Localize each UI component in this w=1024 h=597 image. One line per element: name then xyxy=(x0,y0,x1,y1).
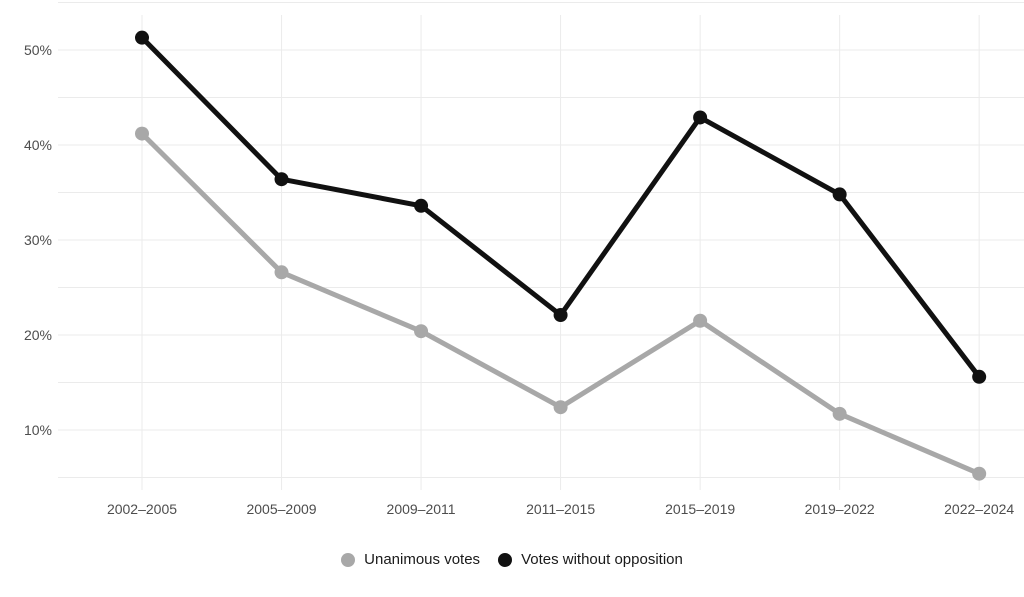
legend-label-unanimous-votes: Unanimous votes xyxy=(364,551,481,568)
x-axis-labels: 2002–2005 2005–2009 2009–2011 2011–2015 2015… xyxy=(107,501,1014,517)
legend-marker-unanimous-votes-icon xyxy=(341,552,356,567)
legend-label-votes-without-opposition: Votes without opposition xyxy=(521,551,683,568)
data-point-votes-without-opposition xyxy=(274,172,289,187)
data-point-votes-without-opposition xyxy=(135,30,149,45)
data-point-unanimous-votes xyxy=(274,265,289,280)
legend-marker-votes-without-opposition-icon xyxy=(498,552,513,567)
horizontal-gridlines xyxy=(58,2,1024,478)
data-point-votes-without-opposition xyxy=(832,187,847,202)
data-point-unanimous-votes xyxy=(135,126,149,141)
data-point-unanimous-votes xyxy=(414,324,429,339)
data-point-unanimous-votes xyxy=(832,406,847,421)
legend-item-unanimous-votes: Unanimous votes xyxy=(341,552,480,567)
legend-item-votes-without-opposition: Votes without opposition xyxy=(498,552,683,567)
data-point-votes-without-opposition xyxy=(414,198,429,213)
data-point-votes-without-opposition xyxy=(972,369,987,384)
data-point-votes-without-opposition xyxy=(693,110,708,125)
data-point-votes-without-opposition xyxy=(553,308,568,323)
y-axis-labels: 50% 40% 30% 20% 10% xyxy=(24,42,52,438)
data-point-unanimous-votes xyxy=(693,313,708,328)
y-axis-tick-label: 10% xyxy=(24,422,52,438)
data-point-unanimous-votes xyxy=(972,466,987,481)
y-axis-tick-label: 40% xyxy=(24,137,52,153)
x-axis-tick-label: 2019–2022 xyxy=(805,501,875,517)
x-axis-tick-label: 2022–2024 xyxy=(944,501,1014,517)
series-unanimous-votes xyxy=(135,126,987,481)
plot-area: 50% 40% 30% 20% 10% 2002–2005 2005–2009 2009–20… xyxy=(24,2,1024,517)
legend: Unanimous votes Votes without opposition xyxy=(0,552,1024,567)
x-axis-tick-label: 2015–2019 xyxy=(665,501,735,517)
y-axis-tick-label: 50% xyxy=(24,42,52,58)
series-votes-without-opposition xyxy=(135,30,987,384)
x-axis-tick-label: 2005–2009 xyxy=(246,501,316,517)
data-point-unanimous-votes xyxy=(553,400,568,415)
x-axis-tick-label: 2002–2005 xyxy=(107,501,177,517)
x-axis-tick-label: 2011–2015 xyxy=(526,501,595,517)
x-axis-tick-label: 2009–2011 xyxy=(387,501,456,517)
y-axis-tick-label: 20% xyxy=(24,327,52,343)
y-axis-tick-label: 30% xyxy=(24,232,52,248)
